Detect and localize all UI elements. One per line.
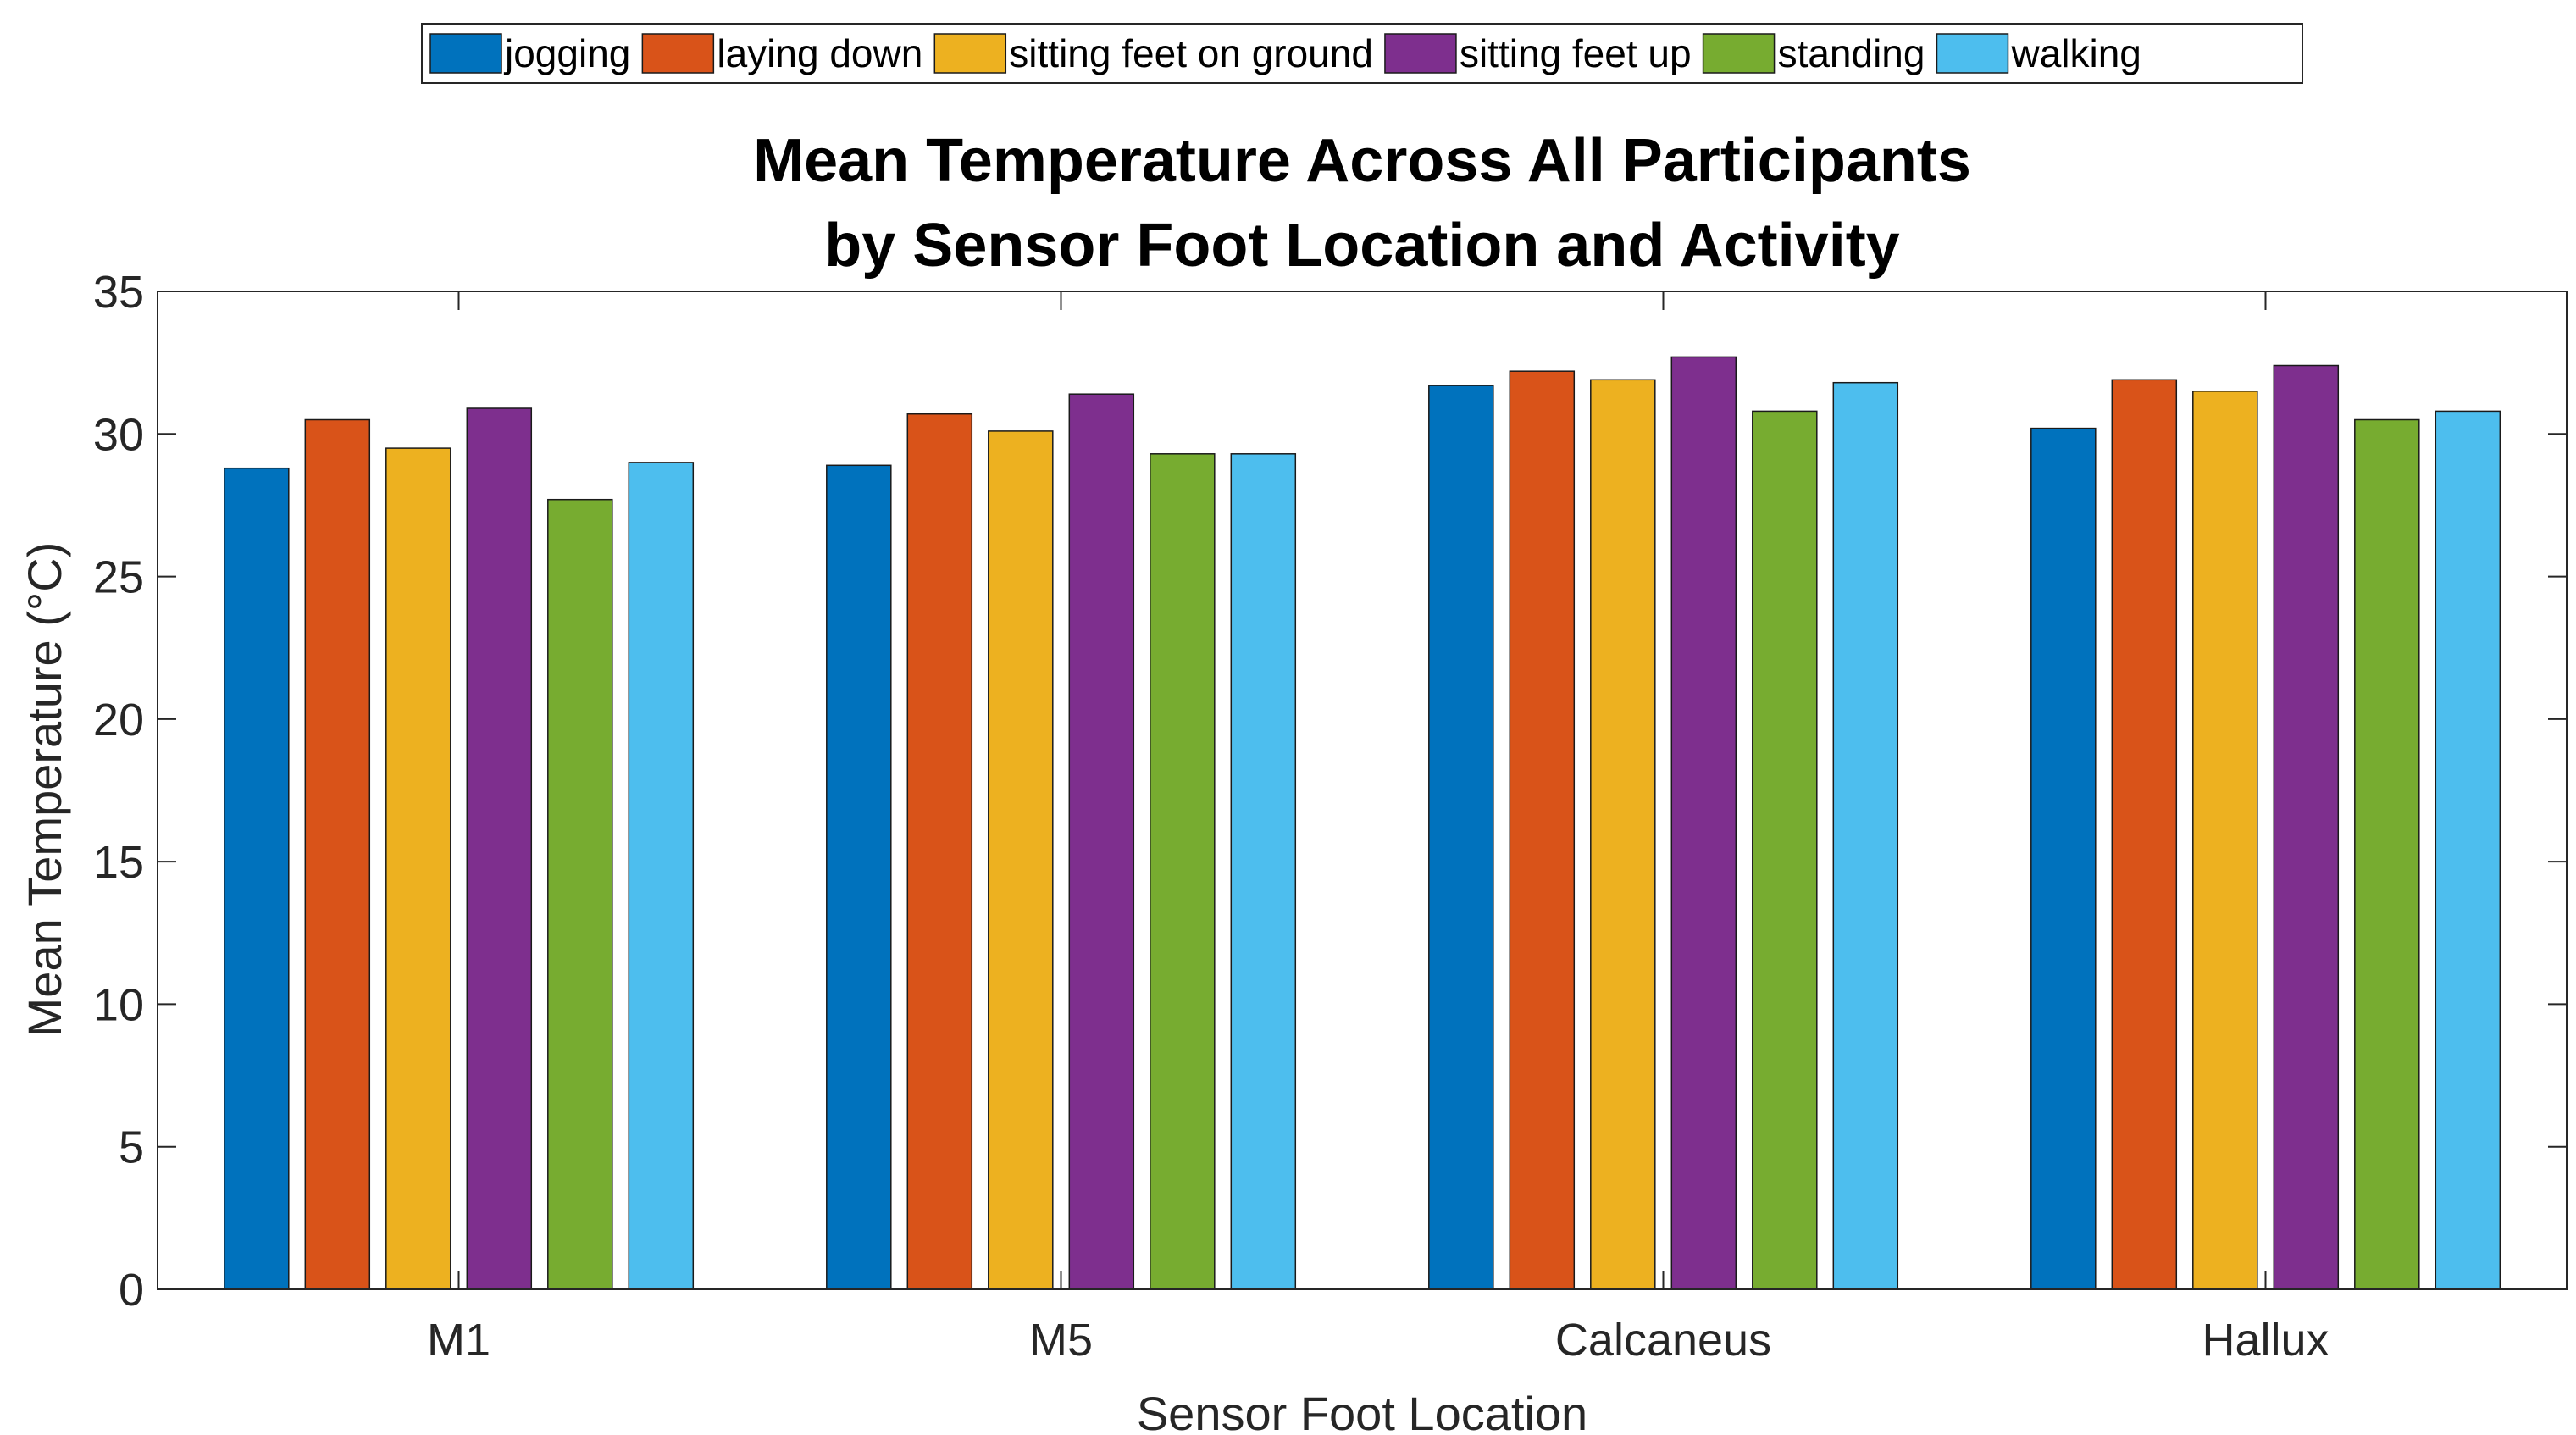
bar-sitting-feet-up-m5	[1068, 393, 1135, 1290]
bar-sitting-feet-up-hallux	[2273, 364, 2340, 1290]
plot-area	[157, 291, 2568, 1290]
bar-sitting-feet-on-ground-calcaneus	[1590, 379, 1656, 1290]
legend-item-sitting-feet-up-label: sitting feet up	[1460, 31, 1692, 75]
x-tick-label-m1: M1	[427, 1315, 490, 1366]
bar-sitting-feet-on-ground-m5	[988, 430, 1054, 1290]
legend: jogging laying down sitting feet on ground…	[421, 23, 2303, 84]
bar-jogging-m5	[826, 464, 892, 1290]
legend-item-walking-label: walking	[2010, 31, 2141, 75]
y-tick-label: 5	[119, 1122, 144, 1173]
bar-jogging-calcaneus	[1428, 385, 1494, 1290]
y-axis-label: Mean Temperature (°C)	[18, 542, 71, 1038]
bar-jogging-hallux	[2030, 427, 2097, 1290]
bar-laying-down-m1	[304, 418, 371, 1290]
x-tick-label-calcaneus: Calcaneus	[1555, 1315, 1771, 1366]
bar-laying-down-hallux	[2111, 379, 2178, 1290]
legend-item-laying-down-label: laying down	[717, 31, 922, 75]
chart-title-line-2: by Sensor Foot Location and Activity	[824, 212, 1899, 280]
plot-frame	[157, 291, 2568, 1290]
x-tick-label-hallux: Hallux	[2202, 1315, 2329, 1366]
bar-jogging-m1	[224, 467, 290, 1290]
legend-item-sitting-feet-on-ground-label: sitting feet on ground	[1009, 31, 1373, 75]
bar-sitting-feet-on-ground-m1	[385, 447, 451, 1290]
bar-standing-calcaneus	[1752, 410, 1818, 1290]
y-tick-label: 15	[93, 837, 144, 888]
legend-item-jogging-label: jogging	[503, 31, 630, 75]
legend-item-sitting-feet-on-ground-swatch	[933, 33, 1007, 74]
bar-laying-down-m5	[906, 413, 973, 1290]
y-tick-label: 30	[93, 409, 144, 460]
chart-title-line-1: Mean Temperature Across All Participants	[753, 127, 1971, 195]
y-tick-label: 0	[119, 1265, 144, 1316]
legend-item-jogging-swatch	[429, 33, 502, 74]
bar-standing-hallux	[2354, 418, 2420, 1290]
bar-walking-calcaneus	[1832, 381, 1899, 1290]
bar-sitting-feet-up-calcaneus	[1670, 356, 1737, 1290]
x-tick-label-m5: M5	[1029, 1315, 1093, 1366]
legend-item-laying-down-swatch	[641, 33, 715, 74]
bar-standing-m1	[547, 498, 613, 1290]
y-tick-label: 25	[93, 552, 144, 603]
y-tick-label: 10	[93, 979, 144, 1030]
legend-item-sitting-feet-up-swatch	[1384, 33, 1457, 74]
legend-item-standing-swatch	[1702, 33, 1776, 74]
y-tick-label: 35	[93, 267, 144, 318]
bar-standing-m5	[1150, 453, 1216, 1290]
x-axis-label: Sensor Foot Location	[1137, 1387, 1587, 1435]
bar-walking-m5	[1230, 453, 1297, 1290]
bar-walking-m1	[628, 462, 695, 1290]
bar-sitting-feet-on-ground-hallux	[2192, 391, 2258, 1290]
y-tick-label: 20	[93, 695, 144, 745]
bar-sitting-feet-up-m1	[466, 407, 533, 1290]
legend-item-walking-swatch	[1936, 33, 2009, 74]
bar-laying-down-calcaneus	[1509, 370, 1576, 1290]
bar-walking-hallux	[2435, 410, 2501, 1290]
legend-item-standing-label: standing	[1778, 31, 1925, 75]
